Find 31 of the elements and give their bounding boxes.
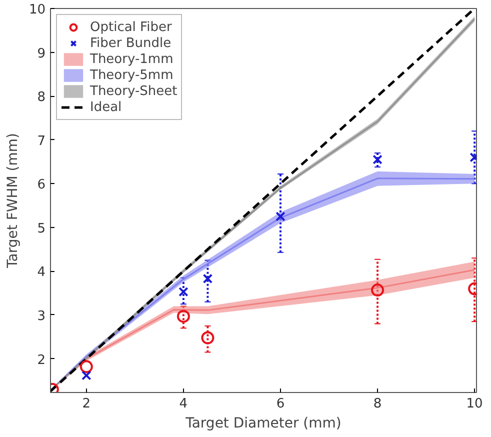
y-axis-title: Target FWHM (mm) [4, 133, 21, 269]
x-tick-label: 6 [276, 396, 285, 412]
x-tick-label: 2 [82, 396, 91, 412]
y-tick-label: 7 [37, 134, 46, 149]
point [178, 286, 188, 297]
legend-label: Theory-Sheet [90, 83, 178, 99]
y-tick-label: 10 [28, 2, 46, 18]
y-tick-label: 4 [37, 265, 46, 280]
legend-label: Optical Fiber [90, 19, 172, 35]
y-tick-label: 9 [37, 46, 46, 62]
point [372, 154, 382, 164]
x-tick-label: 4 [179, 396, 188, 412]
y-tick-label: 3 [37, 309, 46, 324]
y-tick-label: 2 [37, 352, 46, 368]
x-tick-label: 8 [373, 396, 382, 412]
x-axis-title: Target Diameter (mm) [184, 416, 342, 432]
legend-label: Theory-5mm [90, 67, 174, 83]
point [276, 212, 286, 222]
legend-label: Ideal [90, 99, 122, 115]
y-tick-label: 6 [37, 178, 46, 193]
legend-label: Fiber Bundle [90, 35, 172, 51]
point [371, 284, 384, 297]
point [202, 274, 213, 284]
point [82, 370, 92, 380]
legend-label: Theory-1mm [90, 51, 174, 67]
y-tick-label: 8 [37, 90, 46, 106]
x-tick-label: 10 [466, 396, 483, 412]
point [201, 331, 214, 344]
point [80, 360, 93, 374]
point [176, 310, 190, 323]
y-tick-label: 5 [37, 221, 46, 236]
